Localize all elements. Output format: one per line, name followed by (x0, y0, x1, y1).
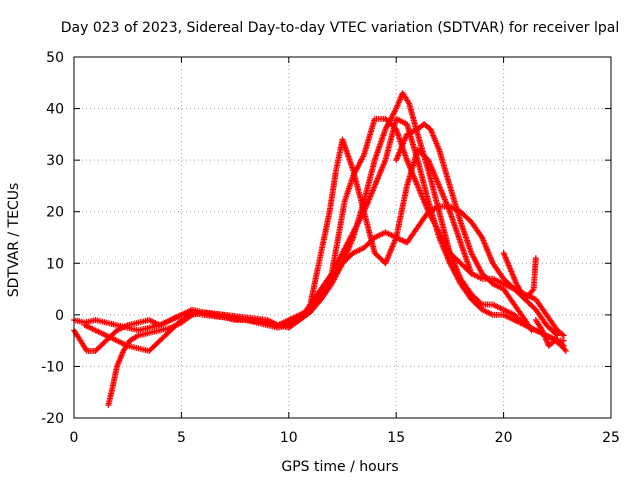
y-tick-label: 40 (46, 102, 64, 118)
data-point (560, 332, 567, 339)
x-tick-label: 5 (177, 430, 186, 446)
series-track-7 (500, 249, 539, 303)
x-tick-label: 25 (602, 430, 620, 446)
x-tick-label: 15 (387, 430, 405, 446)
y-axis-label: SDTVAR / TECUs (6, 183, 22, 298)
grid-layer (74, 57, 611, 418)
data-point (554, 332, 561, 339)
series-track-2 (71, 115, 567, 354)
plot-frame (73, 56, 612, 419)
y-tick-label: 0 (55, 308, 64, 324)
series-track-8 (532, 317, 569, 354)
tick-labels-layer: 0 5 10 15 20 25 -20 -10 0 10 20 30 40 50 (41, 50, 620, 446)
series-track-6 (393, 121, 535, 334)
data-point (468, 270, 475, 277)
data-point-interp (559, 331, 566, 338)
y-tick-label: 50 (46, 50, 64, 66)
series-track-1 (71, 90, 567, 344)
data-point (562, 347, 569, 354)
x-tick-label: 20 (495, 430, 513, 446)
x-tick-label: 10 (280, 430, 298, 446)
y-tick-label: -10 (41, 359, 64, 375)
data-point-interp (529, 287, 536, 294)
data-points-layer (71, 90, 569, 409)
ticks-layer (73, 56, 612, 419)
data-point-interp (561, 346, 568, 353)
x-axis-label: GPS time / hours (281, 459, 398, 475)
series-track-4 (81, 203, 567, 354)
x-tick-label: 0 (70, 430, 79, 446)
chart-title: Day 023 of 2023, Sidereal Day-to-day VTE… (61, 20, 619, 36)
y-tick-label: -20 (41, 411, 64, 427)
data-point (528, 327, 535, 334)
y-tick-label: 10 (46, 256, 64, 272)
series-track-5 (307, 136, 475, 308)
data-point (532, 255, 539, 262)
data-point (560, 337, 567, 344)
y-tick-label: 20 (46, 205, 64, 221)
y-tick-label: 30 (46, 153, 64, 169)
